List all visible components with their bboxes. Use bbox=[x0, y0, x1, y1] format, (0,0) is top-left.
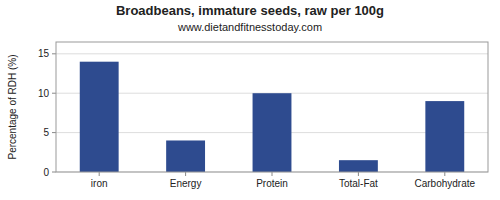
y-tick bbox=[52, 172, 56, 173]
x-tick-label: Energy bbox=[170, 178, 202, 189]
y-tick bbox=[52, 132, 56, 133]
y-tick-label: 0 bbox=[43, 167, 49, 178]
x-tick-label: Carbohydrate bbox=[415, 178, 476, 189]
x-tick bbox=[272, 172, 273, 176]
x-tick-label: Total-Fat bbox=[339, 178, 378, 189]
title: Broadbeans, immature seeds, raw per 100g bbox=[116, 3, 384, 18]
y-tick-label: 10 bbox=[38, 88, 50, 99]
x-tick-label: iron bbox=[91, 178, 108, 189]
bar bbox=[80, 62, 119, 172]
y-tick-label: 5 bbox=[43, 127, 49, 138]
bar bbox=[339, 160, 378, 172]
bars bbox=[80, 62, 464, 172]
y-axis: 0 5 10 15 bbox=[38, 48, 488, 177]
x-tick bbox=[358, 172, 359, 176]
bar bbox=[253, 93, 292, 172]
x-tick-label: Protein bbox=[256, 178, 288, 189]
chart-container: Broadbeans, immature seeds, raw per 100g… bbox=[0, 0, 500, 200]
x-axis: iron Energy Protein Total-Fat Carbohydrate bbox=[91, 172, 476, 189]
bar bbox=[166, 140, 205, 172]
x-tick bbox=[444, 172, 445, 176]
x-tick bbox=[99, 172, 100, 176]
grid-line bbox=[56, 53, 488, 54]
bar bbox=[425, 101, 464, 172]
y-axis-label: Percentage of RDH (%) bbox=[7, 54, 18, 159]
y-tick bbox=[52, 53, 56, 54]
y-tick bbox=[52, 93, 56, 94]
chart-svg: Broadbeans, immature seeds, raw per 100g… bbox=[0, 0, 500, 200]
plot-frame bbox=[56, 42, 488, 172]
y-tick-label: 15 bbox=[38, 48, 50, 59]
x-tick bbox=[185, 172, 186, 176]
subtitle: www.dietandfitnesstoday.com bbox=[177, 21, 322, 33]
